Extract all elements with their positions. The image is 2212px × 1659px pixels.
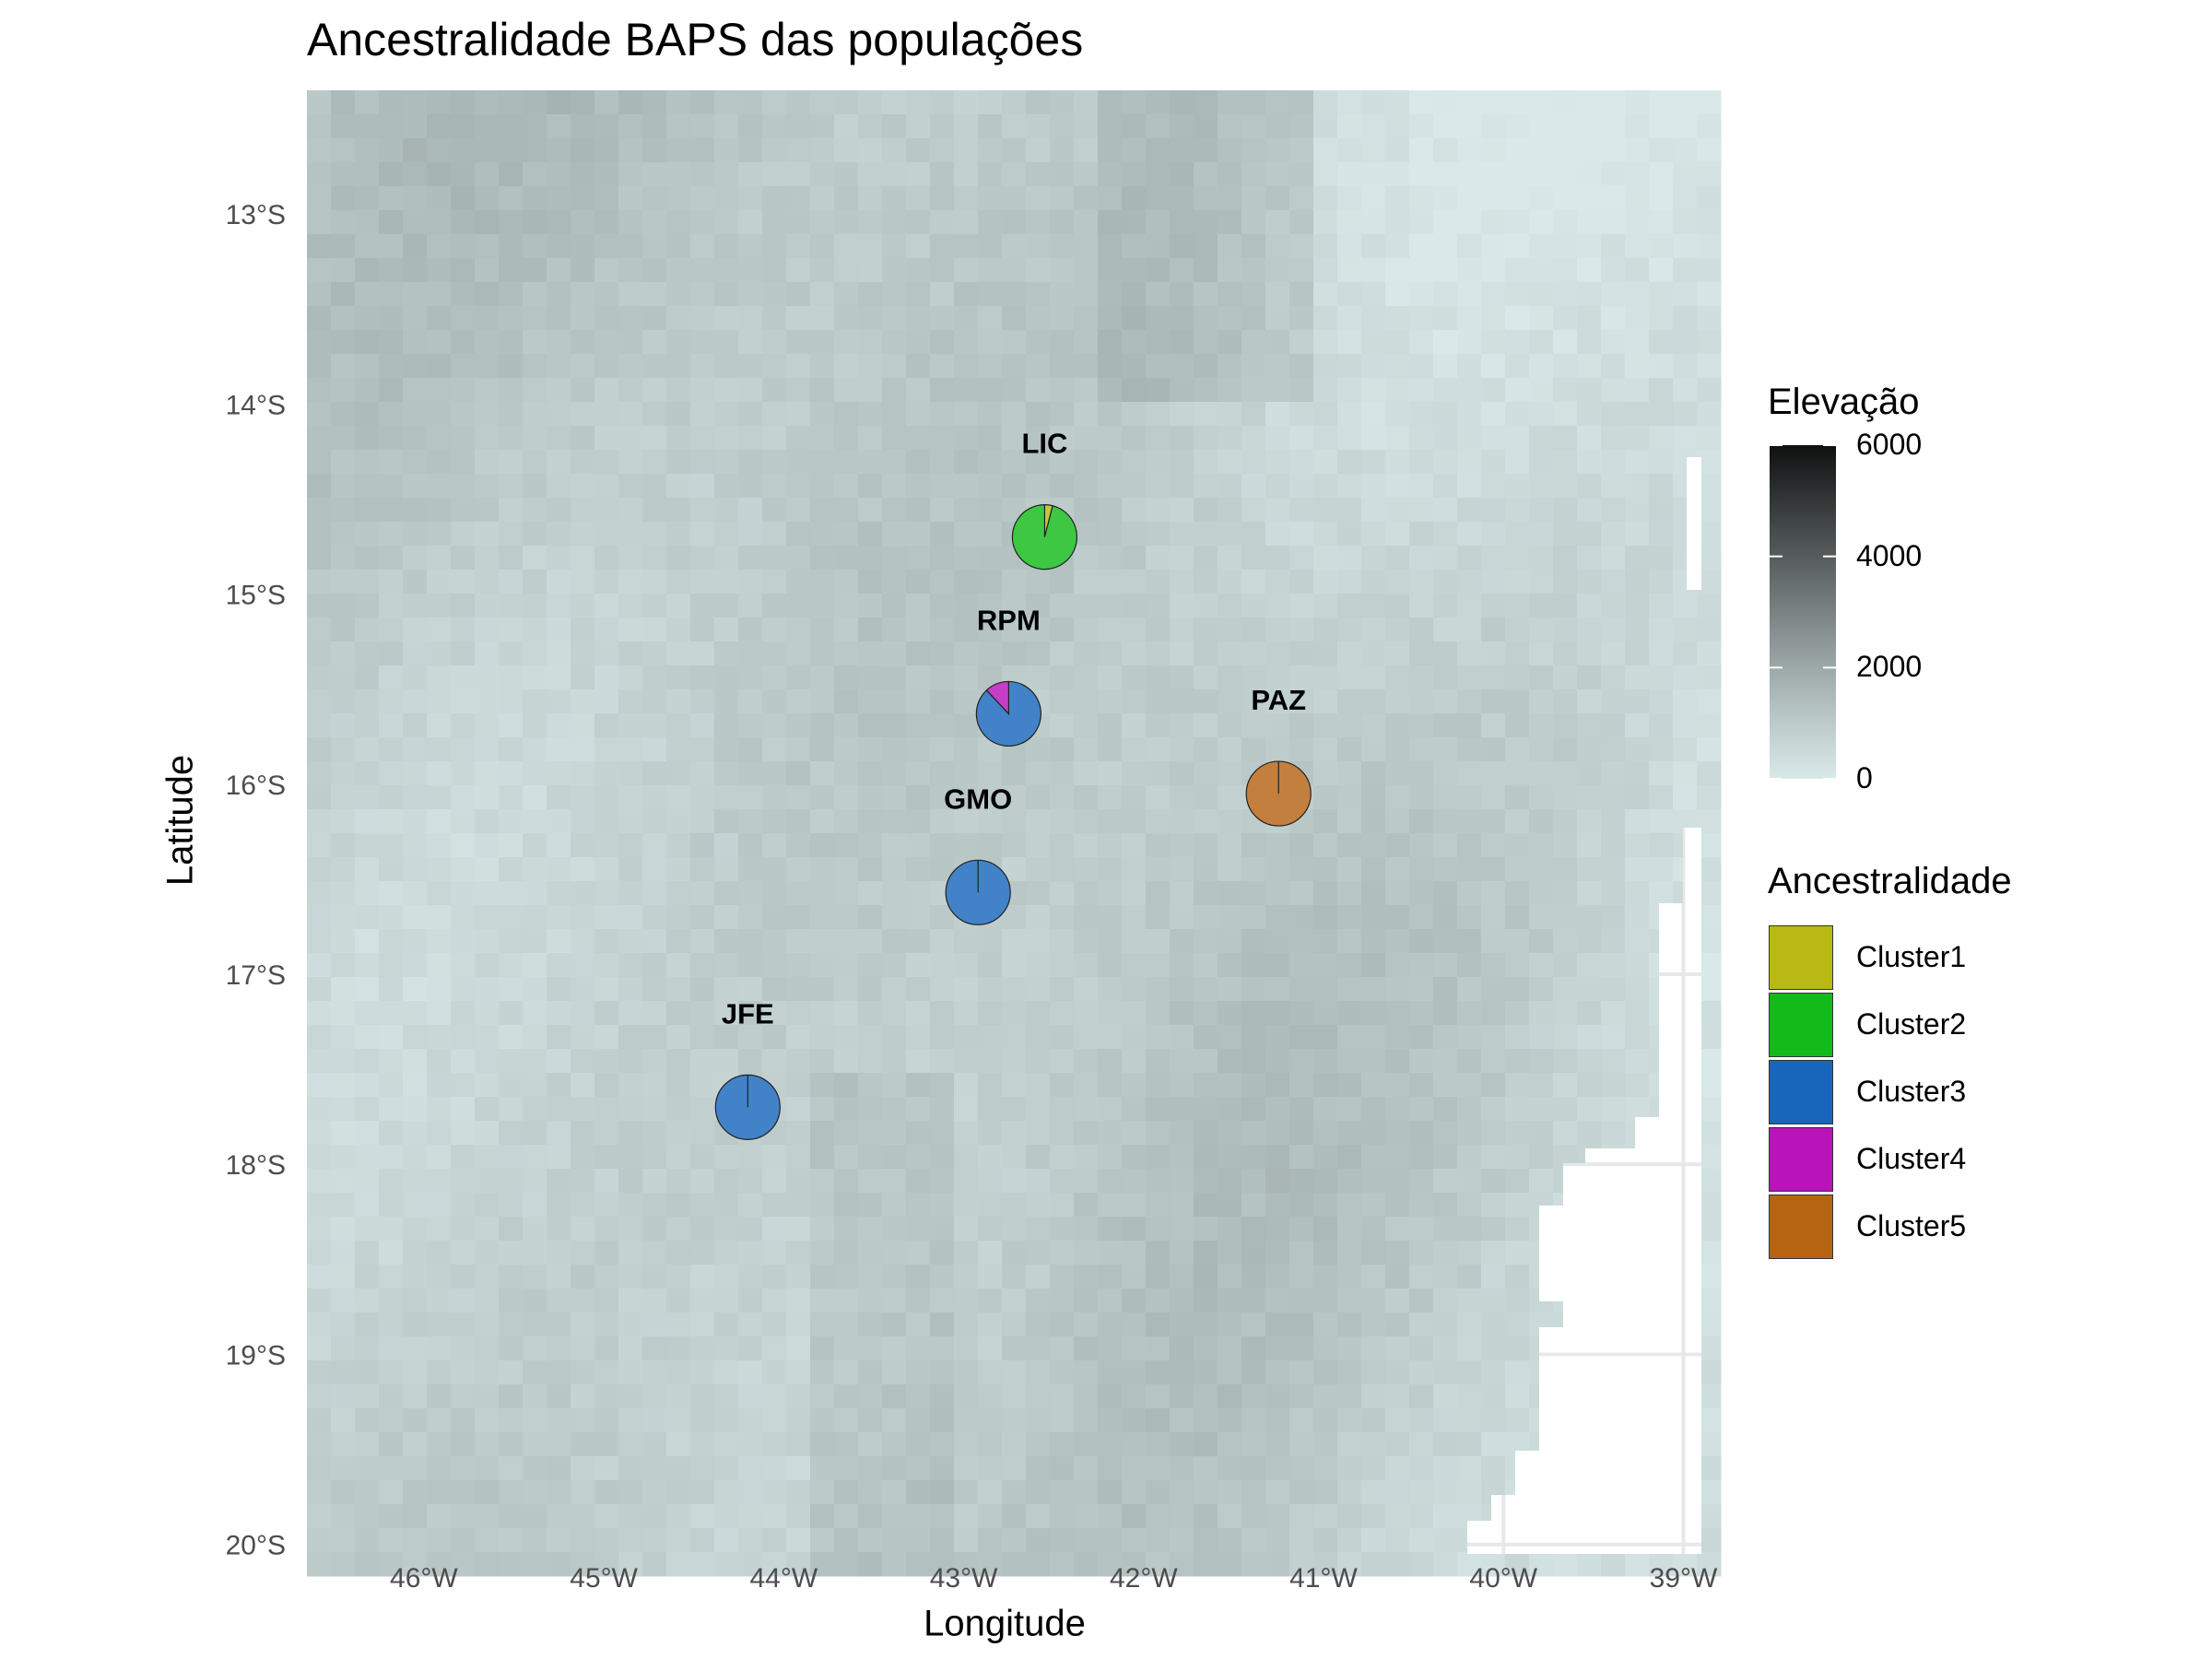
y-tick-label: 20°S bbox=[226, 1531, 286, 1561]
y-tick-labels: 13°S 14°S 15°S 16°S 17°S 18°S 19°S 20°S bbox=[226, 200, 286, 1561]
pie-gmo: GMO bbox=[944, 782, 1012, 925]
population-pies: LIC RPM PAZ GMO JFE bbox=[714, 428, 1312, 1140]
x-tick-labels: 46°W 45°W 44°W 43°W 42°W 41°W 40°W 39°W bbox=[390, 1563, 1718, 1594]
legend-label-cluster4: Cluster4 bbox=[1856, 1142, 1967, 1175]
x-tick-label: 39°W bbox=[1650, 1563, 1718, 1594]
legend-label-cluster2: Cluster2 bbox=[1856, 1007, 1967, 1041]
ocean-mask bbox=[1467, 90, 1701, 1554]
elevation-legend-label: 2000 bbox=[1856, 650, 1923, 684]
legend-swatch-cluster3 bbox=[1769, 1060, 1833, 1124]
elevation-colorbar bbox=[1770, 445, 1836, 779]
x-tick-label: 42°W bbox=[1110, 1563, 1178, 1594]
population-label: JFE bbox=[722, 997, 774, 1030]
y-tick-label: 14°S bbox=[226, 390, 286, 420]
chart-title: Ancestralidade BAPS das populações bbox=[307, 14, 1084, 65]
y-tick-label: 13°S bbox=[226, 200, 286, 230]
elevation-legend-label: 0 bbox=[1856, 761, 1873, 794]
pie-paz: PAZ bbox=[1245, 684, 1312, 827]
pie-lic: LIC bbox=[1011, 428, 1077, 571]
y-tick-label: 18°S bbox=[226, 1150, 286, 1181]
y-tick-label: 17°S bbox=[226, 960, 286, 991]
x-tick-label: 43°W bbox=[930, 1563, 998, 1594]
x-tick-label: 44°W bbox=[750, 1563, 818, 1594]
x-tick-label: 45°W bbox=[570, 1563, 638, 1594]
legend-swatch-cluster1 bbox=[1769, 925, 1833, 990]
population-label: RPM bbox=[977, 604, 1041, 636]
legend-swatch-cluster5 bbox=[1769, 1194, 1833, 1259]
elevation-legend-label: 4000 bbox=[1856, 538, 1923, 572]
y-tick-label: 15°S bbox=[226, 581, 286, 611]
y-axis-title: Latitude bbox=[159, 754, 201, 887]
elevation-legend-title: Elevação bbox=[1768, 382, 1920, 422]
legend-label-cluster1: Cluster1 bbox=[1856, 940, 1967, 973]
pie-slice bbox=[985, 680, 1009, 715]
population-label: LIC bbox=[1021, 428, 1067, 460]
x-tick-label: 40°W bbox=[1469, 1563, 1537, 1594]
elevation-raster bbox=[307, 90, 1722, 1577]
y-tick-label: 19°S bbox=[226, 1340, 286, 1371]
pie-jfe: JFE bbox=[714, 997, 781, 1140]
pie-rpm: RPM bbox=[975, 604, 1041, 747]
legend-swatch-cluster2 bbox=[1769, 993, 1833, 1057]
ancestry-legend-title: Ancestralidade bbox=[1768, 861, 2012, 901]
legend-label-cluster5: Cluster5 bbox=[1856, 1209, 1967, 1242]
legend-label-cluster3: Cluster3 bbox=[1856, 1075, 1967, 1108]
legend-swatch-cluster4 bbox=[1769, 1127, 1833, 1192]
population-label: PAZ bbox=[1251, 684, 1306, 716]
x-tick-label: 41°W bbox=[1289, 1563, 1358, 1594]
x-axis-title: Longitude bbox=[924, 1603, 1086, 1644]
population-label: GMO bbox=[944, 782, 1012, 815]
y-tick-label: 16°S bbox=[226, 771, 286, 801]
x-tick-label: 46°W bbox=[390, 1563, 458, 1594]
elevation-legend-label: 6000 bbox=[1856, 428, 1923, 461]
pie-slice bbox=[1011, 504, 1077, 571]
